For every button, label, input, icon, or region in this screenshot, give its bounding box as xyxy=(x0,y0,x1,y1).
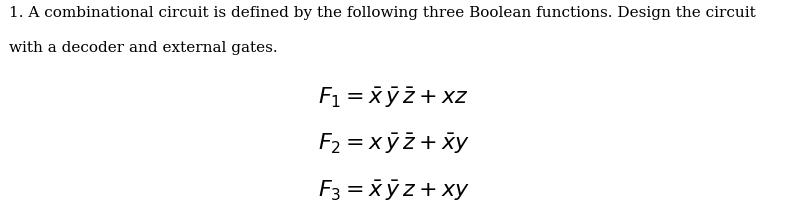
Text: $F_3 = \bar{x}\,\bar{y}\,z + xy$: $F_3 = \bar{x}\,\bar{y}\,z + xy$ xyxy=(318,178,469,202)
Text: with a decoder and external gates.: with a decoder and external gates. xyxy=(9,40,278,54)
Text: 1. A combinational circuit is defined by the following three Boolean functions. : 1. A combinational circuit is defined by… xyxy=(9,6,756,20)
Text: $F_2 = x\,\bar{y}\,\bar{z} + \bar{x}y$: $F_2 = x\,\bar{y}\,\bar{z} + \bar{x}y$ xyxy=(318,131,469,156)
Text: $F_1 = \bar{x}\,\bar{y}\,\bar{z} + xz$: $F_1 = \bar{x}\,\bar{y}\,\bar{z} + xz$ xyxy=(318,85,469,109)
